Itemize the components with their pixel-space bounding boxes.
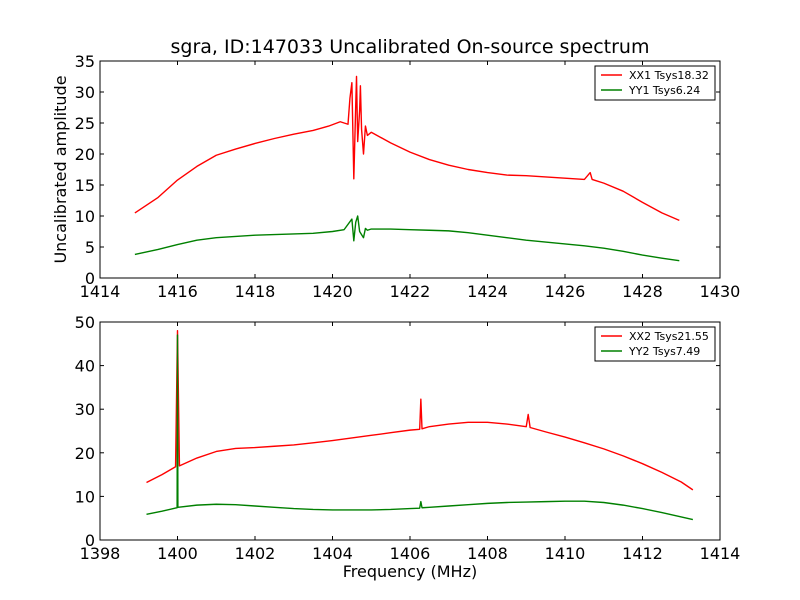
y-tick-label: 35 xyxy=(75,52,95,71)
chart-title: sgra, ID:147033 Uncalibrated On-source s… xyxy=(171,36,650,58)
legend-label: YY2 Tsys7.49 xyxy=(628,345,700,358)
bottom-spectrum-panel: 1398 1400 1402 1404 1406 1408 1410 1412 1414 0 10 2… xyxy=(75,313,741,581)
x-tick-label: 1412 xyxy=(622,544,663,563)
x-tick-label: 1402 xyxy=(235,544,276,563)
legend-label: YY1 Tsys6.24 xyxy=(628,84,700,97)
y-tick-label: 0 xyxy=(85,269,95,288)
x-tick-label: 1428 xyxy=(622,282,663,301)
x-tick-label: 1400 xyxy=(157,544,198,563)
x-tick-label: 1430 xyxy=(700,282,741,301)
legend: XX2 Tsys21.55 YY2 Tsys7.49 xyxy=(594,326,716,362)
top-spectrum-panel: 1414 1416 1418 1420 1422 1424 1426 1428 1430 0 5 10… xyxy=(51,52,740,301)
x-tick-label: 1426 xyxy=(545,282,586,301)
x-tick-label: 1414 xyxy=(80,282,121,301)
legend-box xyxy=(594,326,716,362)
y-tick-label: 15 xyxy=(75,176,95,195)
y-tick-label: 10 xyxy=(75,487,95,506)
x-tick-label: 1404 xyxy=(312,544,353,563)
y-tick-label: 0 xyxy=(85,531,95,550)
y-tick-label: 40 xyxy=(75,357,95,376)
x-tick-label: 1408 xyxy=(467,544,508,563)
x-tick-label: 1416 xyxy=(157,282,198,301)
series-line-yy1 xyxy=(134,215,680,262)
legend-box xyxy=(594,65,716,101)
x-tick-label: 1418 xyxy=(235,282,276,301)
x-tick-label: 1398 xyxy=(80,544,121,563)
y-tick-label: 5 xyxy=(85,238,95,257)
y-tick-label: 20 xyxy=(75,145,95,164)
x-tick-label: 1414 xyxy=(700,544,741,563)
x-tick-label: 1406 xyxy=(390,544,431,563)
legend: XX1 Tsys18.32 YY1 Tsys6.24 xyxy=(594,65,716,101)
x-axis-label: Frequency (MHz) xyxy=(343,562,477,581)
y-tick-label: 20 xyxy=(75,444,95,463)
x-tick-label: 1410 xyxy=(545,544,586,563)
series-line-xx1 xyxy=(134,75,680,221)
y-axis-label: Uncalibrated amplitude xyxy=(51,75,70,263)
y-tick-label: 30 xyxy=(75,400,95,419)
y-tick-label: 25 xyxy=(75,114,95,133)
series-line-yy2 xyxy=(146,334,694,521)
series-line-xx2 xyxy=(146,330,694,491)
x-tick-label: 1422 xyxy=(390,282,431,301)
x-tick-label: 1424 xyxy=(467,282,508,301)
legend-label: XX1 Tsys18.32 xyxy=(629,69,709,82)
legend-label: XX2 Tsys21.55 xyxy=(629,330,709,343)
y-tick-label: 30 xyxy=(75,83,95,102)
y-tick-label: 10 xyxy=(75,207,95,226)
y-tick-label: 50 xyxy=(75,313,95,332)
x-tick-label: 1420 xyxy=(312,282,353,301)
